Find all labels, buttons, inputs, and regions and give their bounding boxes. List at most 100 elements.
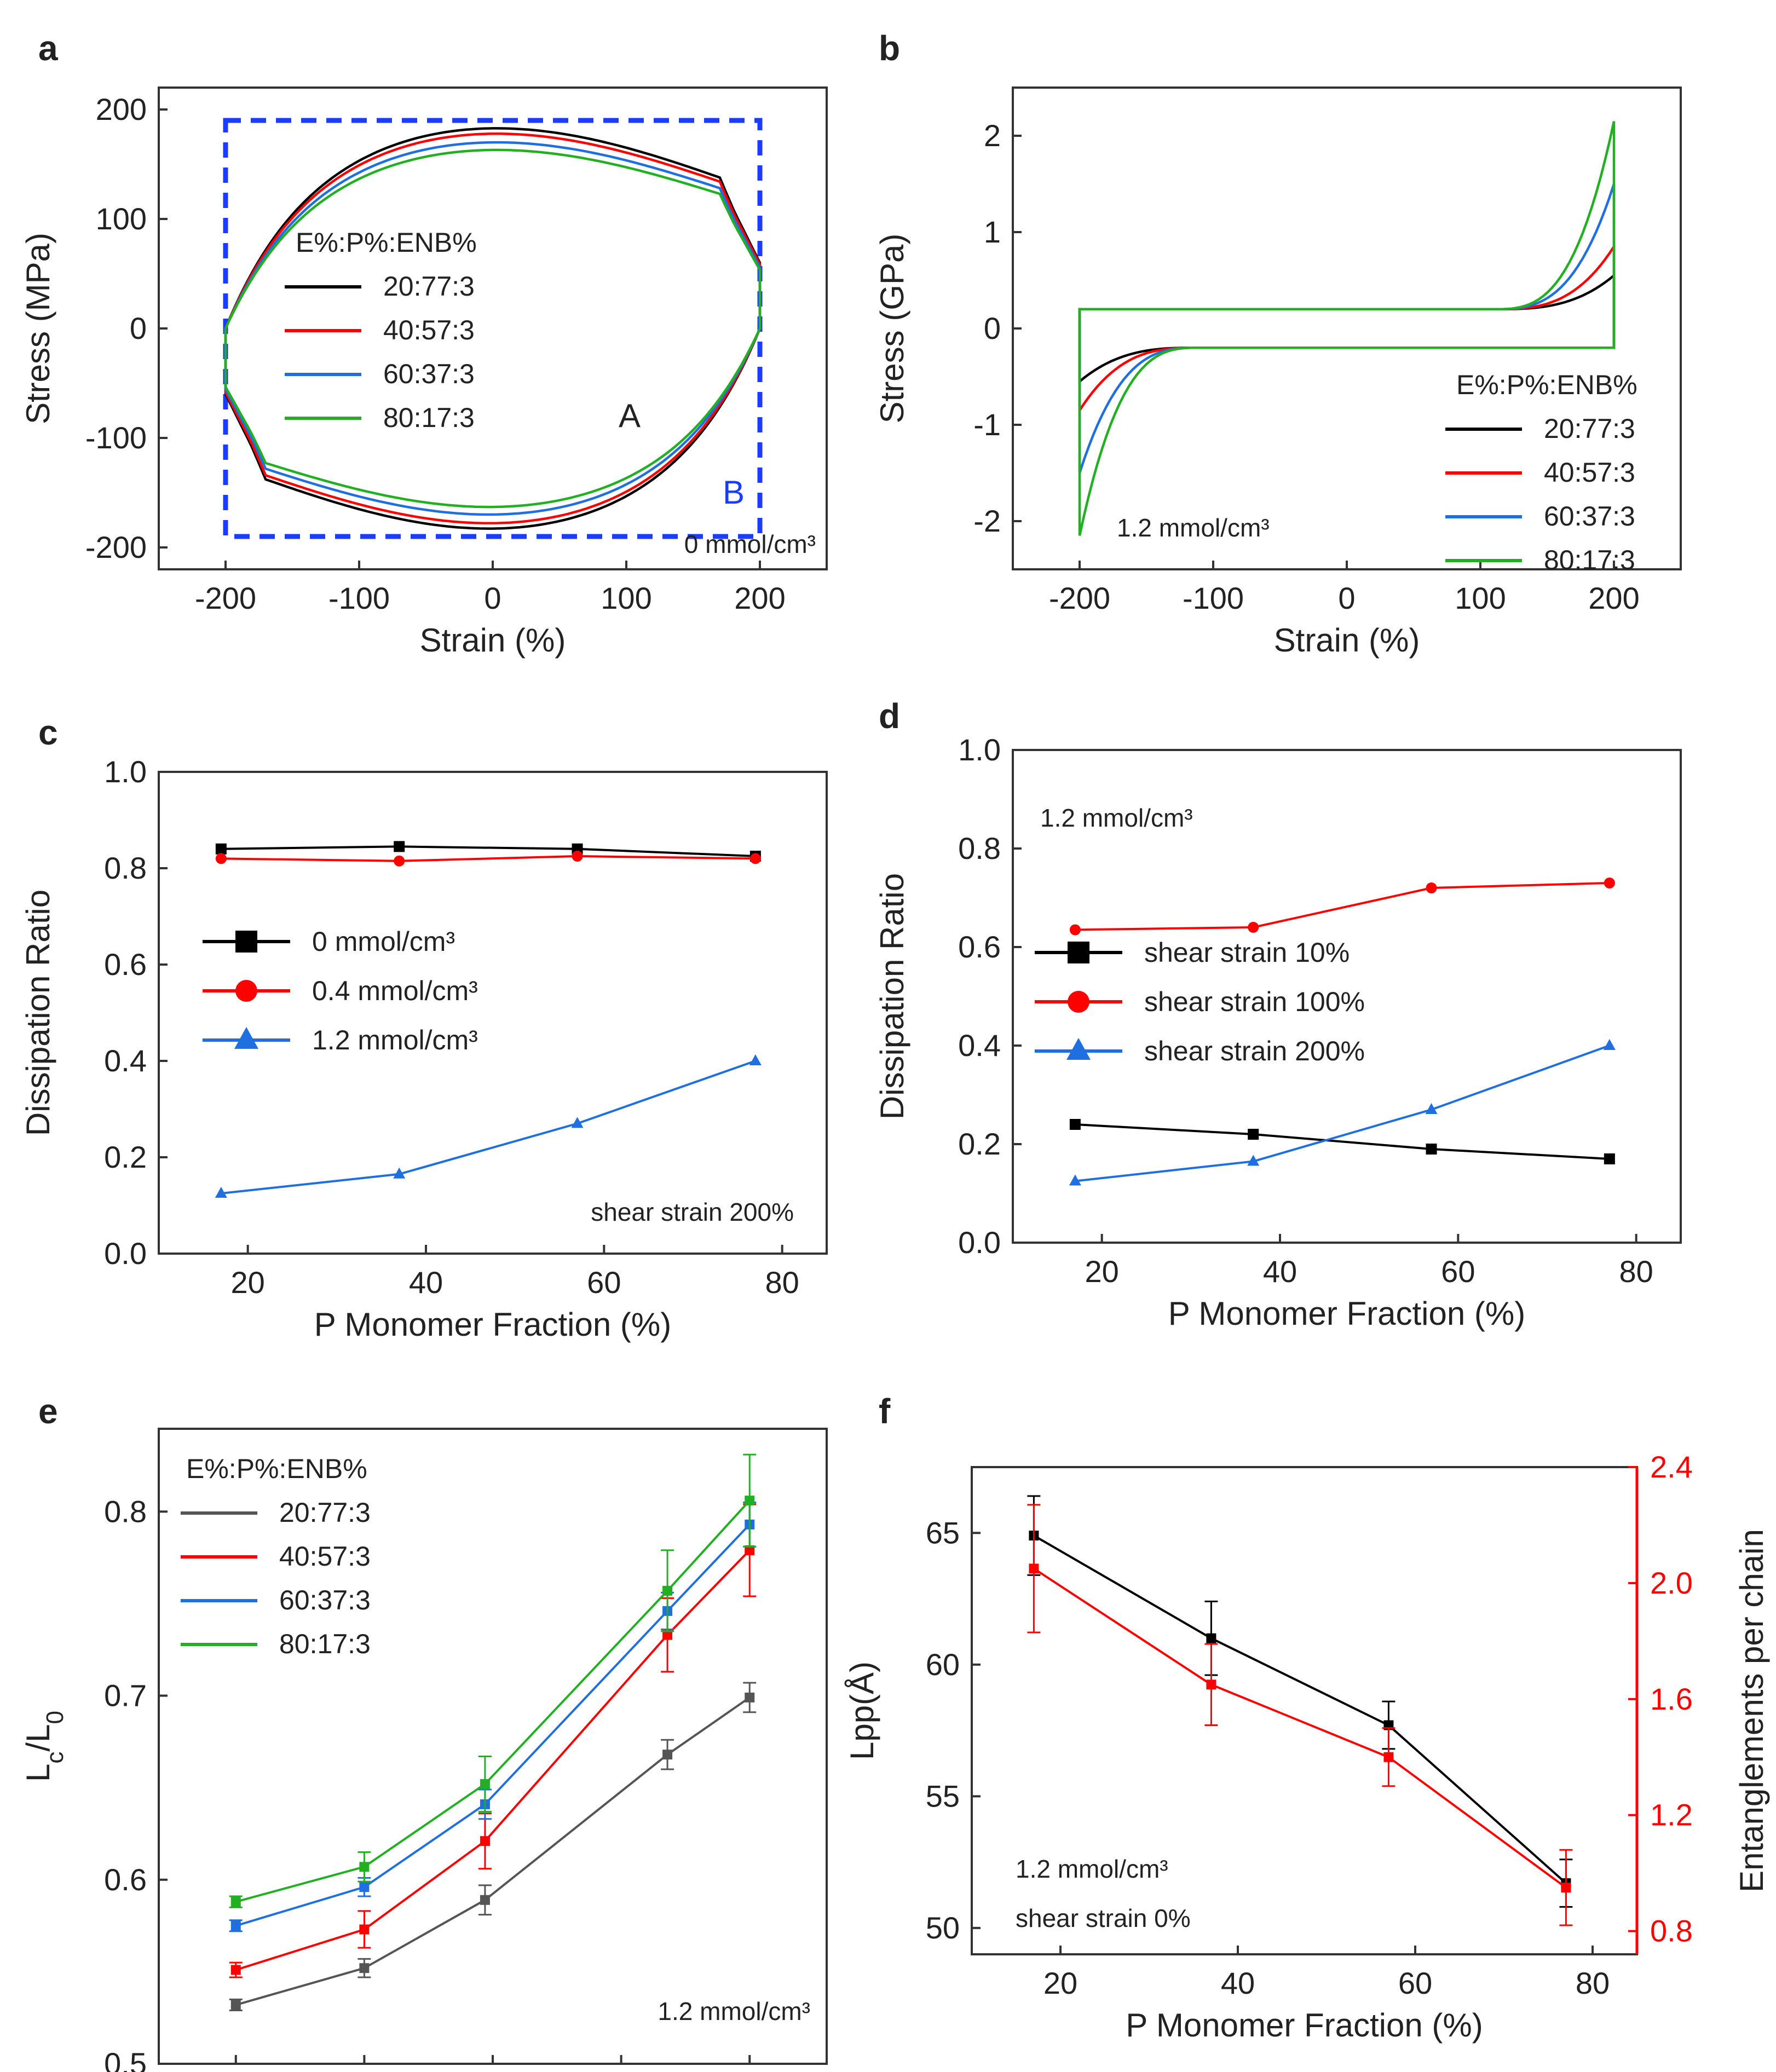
legend-label: 60:37:3: [1544, 501, 1635, 532]
data-point: [235, 980, 257, 1002]
y-tick-label: 0.2: [104, 1140, 147, 1174]
x-axis-label: P Monomer Fraction (%): [1168, 1295, 1525, 1332]
data-point: [359, 1882, 370, 1892]
data-point: [215, 843, 227, 855]
series-line: [221, 855, 756, 862]
hysteresis-loop-20-77-3: [224, 127, 762, 530]
data-point: [235, 931, 257, 953]
data-point: [234, 1027, 258, 1049]
data-point: [480, 1895, 490, 1905]
y-axis-label-main: L: [20, 1764, 56, 1782]
panel-c: 20 40 60 80 0.0 0.2 0.4 0.6 0.8 1.0 P Monomer Frac…: [20, 713, 828, 1343]
x-tick-label: 200: [734, 581, 785, 615]
x-axis-label: P Monomer Fraction (%): [314, 1306, 671, 1343]
y-axis-label: Stress (MPa): [20, 233, 56, 424]
panel-letter: a: [38, 28, 58, 68]
data-point: [662, 1630, 673, 1640]
hysteresis-loop-80-17-3: [1078, 121, 1616, 536]
x-tick-label: 40: [1221, 1966, 1255, 2000]
data-point: [480, 1836, 490, 1846]
y-tick-label: 0.0: [958, 1225, 1001, 1260]
y-axis-label: Dissipation Ratio: [874, 873, 910, 1119]
series-line: [1075, 1123, 1610, 1160]
data-point: [662, 1585, 673, 1596]
y-axis-label: Stress (GPa): [874, 234, 910, 424]
panel-letter: d: [879, 696, 900, 736]
data-point: [745, 1545, 755, 1555]
y-tick-label: 200: [96, 92, 147, 126]
x-axis-label: Strain (%): [420, 622, 566, 659]
series-line: [235, 1696, 751, 2006]
data-point: [1604, 878, 1615, 888]
data-point: [749, 1054, 762, 1065]
legend-label: 40:57:3: [383, 315, 475, 345]
x-tick-label: 20: [231, 1265, 265, 1300]
panel-letter: b: [879, 28, 900, 68]
legend-label: shear strain 200%: [1144, 1036, 1365, 1066]
data-point: [1383, 1752, 1394, 1762]
y-tick-label: 0.4: [958, 1028, 1001, 1063]
legend-label: 20:77:3: [383, 271, 475, 302]
series-line: [221, 1060, 756, 1194]
y-axis-label: Lc/L0: [20, 1711, 68, 1782]
y-tick-label: 55: [926, 1779, 960, 1813]
panel-letter: f: [879, 1392, 891, 1431]
legend-label: 1.2 mmol/cm³: [312, 1025, 478, 1055]
data-point: [1069, 924, 1081, 936]
panel-b: -200 -100 0 100 200 -2 -1 0 1 2 Strain (%) b Stress …: [874, 28, 1682, 659]
legend-title: E%:P%:ENB%: [1456, 370, 1637, 400]
data-point: [749, 853, 761, 864]
legend-label: 80:17:3: [279, 1629, 371, 1659]
legend-label: 60:37:3: [279, 1585, 371, 1615]
x-tick-label: -100: [1183, 581, 1244, 615]
x-axis-label: Strain (%): [1274, 622, 1420, 659]
plot-frame: [158, 1428, 828, 2065]
annotation-label: 1.2 mmol/cm³: [658, 1997, 810, 2025]
data-point: [230, 2000, 241, 2010]
right-tick-label: 0.8: [1650, 1914, 1693, 1948]
x-tick-label: 60: [1441, 1254, 1475, 1289]
y-tick-label: 0.6: [958, 930, 1001, 964]
data-point: [1069, 1119, 1081, 1130]
legend-label: 0 mmol/cm³: [312, 926, 455, 957]
y-tick-label: 0.5: [104, 2046, 147, 2072]
x-tick-label: 40: [409, 1265, 443, 1300]
y-tick-label: 1.0: [104, 754, 147, 789]
plot-frame: [158, 771, 828, 1255]
hysteresis-loop-60-37-3: [1078, 183, 1616, 474]
y-tick-label: -100: [85, 420, 147, 455]
x-tick-label: 0: [484, 581, 501, 615]
series-line: [1075, 882, 1610, 931]
annotation-label: B: [723, 474, 745, 511]
annotation-label: shear strain 0%: [1016, 1904, 1191, 1932]
annotation-label: 1.2 mmol/cm³: [1016, 1855, 1168, 1883]
y-tick-label: 50: [926, 1911, 960, 1945]
legend-label: 80:17:3: [383, 402, 475, 433]
legend-label: 40:57:3: [279, 1541, 371, 1572]
data-point: [393, 1167, 406, 1179]
y-tick-label: 0: [130, 311, 147, 345]
data-point: [572, 851, 583, 862]
data-point: [1206, 1679, 1216, 1690]
y-tick-label: 0.6: [104, 947, 147, 982]
data-point: [359, 1924, 370, 1935]
data-point: [230, 1897, 241, 1907]
data-point: [745, 1692, 755, 1702]
plot-frame: [1012, 749, 1682, 1244]
y-tick-label: 65: [926, 1515, 960, 1550]
legend-label: 80:17:3: [1544, 545, 1635, 575]
y-tick-label: 100: [96, 201, 147, 236]
x-axis-label: P Monomer Fraction (%): [1126, 2007, 1483, 2044]
y-axis-label: Dissipation Ratio: [20, 890, 56, 1136]
y-axis-label-sub: 0: [42, 1711, 68, 1724]
y-tick-label: 0.0: [104, 1236, 147, 1271]
data-point: [359, 1963, 370, 1973]
x-tick-label: -100: [328, 581, 390, 615]
data-point: [480, 1779, 490, 1789]
y-tick-label: 0.7: [104, 1678, 147, 1713]
y-axis-label-mid: /L: [20, 1724, 56, 1752]
data-point: [1426, 1144, 1437, 1155]
data-point: [571, 1117, 584, 1128]
data-point: [215, 853, 227, 864]
